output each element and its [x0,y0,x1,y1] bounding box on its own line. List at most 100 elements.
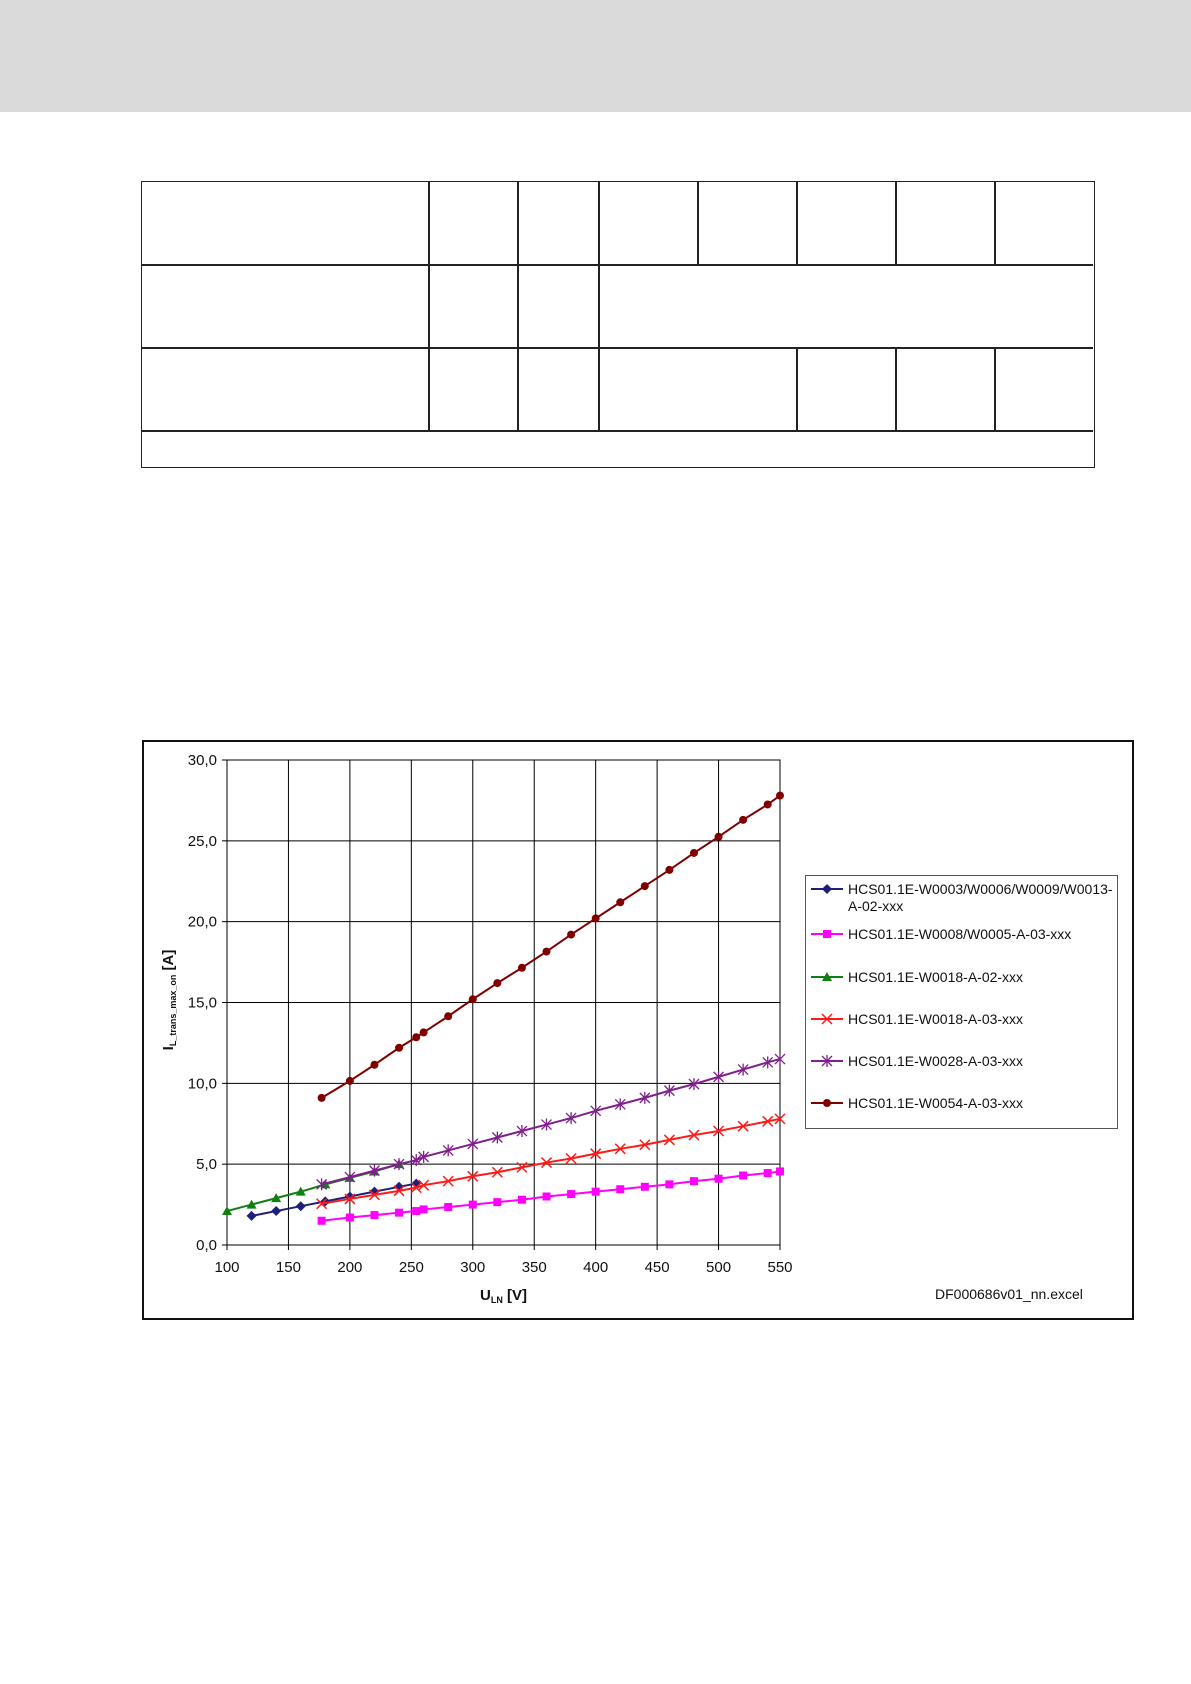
data-point [271,1206,282,1217]
data-point [442,1144,454,1157]
data-point [567,1190,576,1199]
data-point [614,1098,626,1111]
data-point [565,1152,577,1165]
table-rule [895,347,897,430]
legend-marker [822,884,832,894]
x-tick-label: 350 [522,1259,547,1276]
data-point [370,1211,379,1220]
data-point [345,1076,354,1085]
data-point [516,1161,528,1173]
y-axis-label: IL_trans_max_on [A] [160,949,178,1051]
legend-marker [821,1055,833,1067]
data-point [774,1113,786,1125]
data-point [395,1043,404,1052]
data-point [444,1012,453,1021]
legend-label: HCS01.1E-W0054-A-03-xxx [848,1095,1024,1111]
x-tick-label: 300 [460,1259,485,1276]
table-rule [994,347,996,430]
x-tick-label: 100 [214,1259,239,1276]
data-point [316,1178,328,1191]
series-4 [316,1113,786,1210]
table-rule [796,182,798,264]
data-point [467,1170,479,1182]
legend-swatch [811,1055,843,1067]
data-point [395,1208,404,1217]
legend-swatch [811,884,843,894]
y-tick-label: 20,0 [188,914,217,931]
data-point [295,1201,306,1212]
y-tick-label: 30,0 [188,752,217,769]
legend-swatch [811,972,843,981]
data-point [762,1056,774,1069]
y-tick-label: 10,0 [188,1075,217,1092]
data-point [491,1131,503,1144]
data-point [222,1206,232,1216]
legend: HCS01.1E-W0003/W0006/W0009/W0013-A-02-xx… [805,875,1118,1129]
data-point [665,865,674,874]
legend-swatch [811,1099,843,1107]
data-point [271,1193,282,1203]
data-point [614,1143,626,1155]
table-rule [697,182,699,264]
source-note: DF000686v01_nn.excel [935,1286,1083,1302]
data-point [393,1158,405,1171]
table-rule [142,264,1093,266]
data-point [491,1166,503,1178]
legend-marker [823,1099,831,1107]
y-tick-label: 5,0 [196,1156,217,1173]
data-point [541,1118,552,1131]
x-tick-label: 200 [337,1259,362,1276]
data-point [517,963,526,972]
data-point [369,1164,380,1177]
data-point [412,1033,421,1042]
data-point [467,1137,479,1150]
data-point [516,1125,528,1138]
x-axis-label: ULN [V] [480,1287,528,1305]
data-point [714,1174,723,1183]
data-point [713,1070,725,1083]
x-tick-label: 450 [645,1259,670,1276]
data-point [419,1028,428,1037]
series-5 [316,1053,786,1191]
data-point [665,1180,674,1189]
data-point [542,947,551,956]
data-point [688,1129,700,1141]
data-point [774,1053,786,1066]
data-point [714,832,723,841]
data-point [737,1120,749,1132]
data-point [776,1167,784,1176]
data-point [591,1187,600,1196]
data-point [763,800,772,809]
data-point [418,1150,430,1163]
data-point [410,1154,422,1167]
data-point [640,882,649,891]
data-point [317,1093,326,1102]
data-point [565,1112,577,1125]
data-point [468,1200,477,1209]
table-rule [598,182,600,430]
data-point [739,1171,748,1180]
data-point [616,898,625,907]
legend-label: HCS01.1E-W0028-A-03-xxx [848,1053,1024,1069]
data-point [316,1198,328,1210]
series-2 [317,1167,784,1225]
data-point [468,995,477,1004]
data-point [776,791,784,800]
data-point [663,1134,675,1146]
data-point [713,1125,725,1137]
data-point [639,1091,651,1104]
data-point [393,1185,405,1197]
table-rule [895,182,897,264]
data-point [493,1198,502,1207]
legend-marker [823,930,831,938]
data-point [444,1203,453,1212]
data-point [663,1084,675,1097]
data-point [344,1193,356,1205]
data-point [688,1078,700,1091]
legend-marker [822,972,832,981]
data-point [689,1177,698,1186]
data-point [590,1104,602,1117]
table-rule [428,182,430,430]
x-tick-label: 150 [276,1259,301,1276]
